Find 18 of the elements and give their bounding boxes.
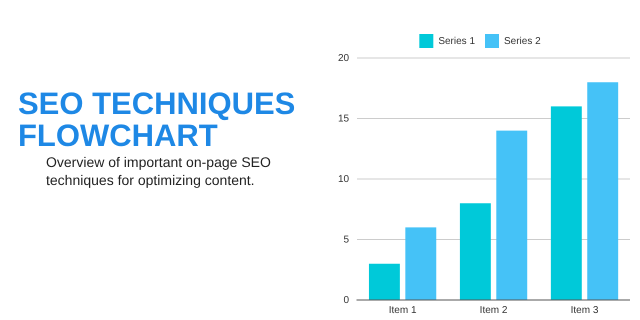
bar <box>550 106 582 300</box>
bar <box>368 264 400 300</box>
bar <box>587 82 618 300</box>
y-tick-label: 20 <box>338 52 350 64</box>
x-tick-label: Item 2 <box>480 304 508 316</box>
bar <box>405 227 436 300</box>
legend-label: Series 1 <box>438 36 476 47</box>
x-tick-label: Item 3 <box>570 304 599 316</box>
text: SEO TECHNIQUES FLOWCHART <box>18 86 296 153</box>
y-tick-label: 5 <box>344 234 350 246</box>
y-tick-label: 15 <box>338 113 350 124</box>
x-tick-label: Item 1 <box>388 304 417 316</box>
bar <box>460 203 491 300</box>
y-tick-label: 10 <box>338 174 350 185</box>
legend-label: Series 2 <box>504 36 542 47</box>
text: Overview of important on-page SEO techniques for optimizing content. <box>46 153 272 189</box>
bar <box>496 130 528 300</box>
y-tick-label: 0 <box>344 294 350 306</box>
